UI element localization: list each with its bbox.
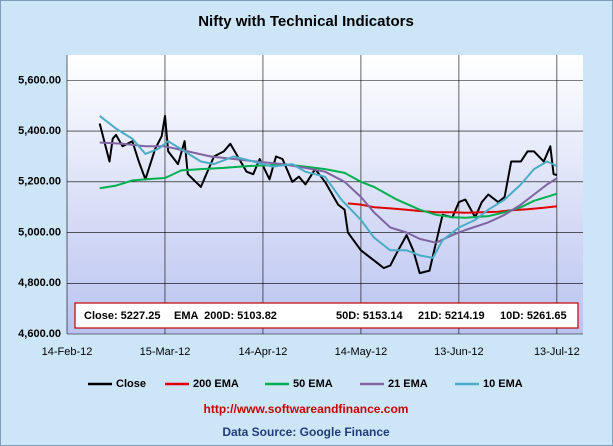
x-tick-label: 14-Apr-12	[238, 346, 287, 358]
x-tick-label: 15-Mar-12	[140, 346, 191, 358]
y-tick-label: 4,800.00	[18, 277, 61, 289]
series-line	[347, 202, 558, 214]
annotation-text: Close: 5227.25	[84, 310, 160, 322]
series-line	[99, 163, 558, 219]
legend-label: 200 EMA	[193, 378, 239, 390]
y-tick-label: 5,400.00	[18, 125, 61, 137]
y-tick-label: 5,600.00	[18, 74, 61, 86]
x-tick-label: 13-Jul-12	[534, 346, 580, 358]
y-tick-label: 5,200.00	[18, 176, 61, 188]
annotation-text: 21D: 5214.19	[418, 310, 485, 322]
x-tick-label: 13-Jun-12	[434, 346, 484, 358]
annotation-text: EMA 200D: 5103.82	[174, 310, 277, 322]
legend-label: 10 EMA	[483, 378, 523, 390]
legend-label: 21 EMA	[388, 378, 428, 390]
x-tick-label: 14-May-12	[335, 346, 388, 358]
y-tick-label: 5,000.00	[18, 226, 61, 238]
series-line	[98, 114, 558, 275]
x-tick-label: 14-Feb-12	[42, 346, 93, 358]
footer-url: http://www.softwareandfinance.com	[204, 402, 409, 416]
y-tick-label: 4,600.00	[18, 328, 61, 340]
annotation-text: 50D: 5153.14	[336, 310, 404, 322]
footer-source: Data Source: Google Finance	[222, 425, 390, 439]
series-line	[99, 115, 558, 259]
annotation-text: 10D: 5261.65	[500, 310, 567, 322]
chart-title: Nifty with Technical Indicators	[198, 13, 414, 30]
legend-label: 50 EMA	[293, 378, 333, 390]
annotation-box	[74, 302, 579, 329]
series-line	[99, 141, 558, 244]
plot-area	[67, 55, 583, 334]
legend-label: Close	[116, 378, 146, 390]
